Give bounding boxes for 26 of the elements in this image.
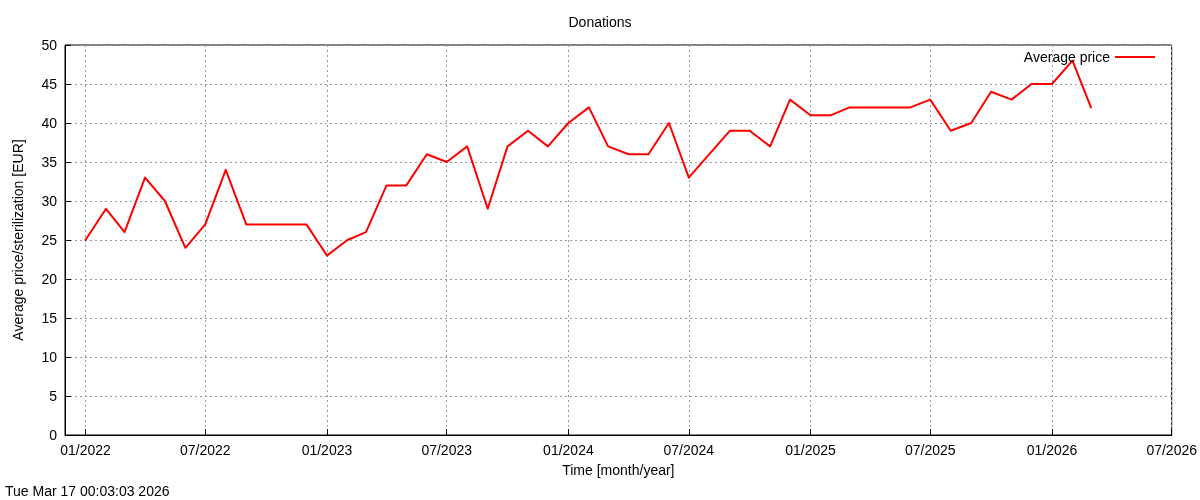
x-tick-label: 01/2026 — [1026, 442, 1078, 458]
text: Tue Mar 17 00:03:03 2026 — [5, 483, 170, 499]
x-tick-label: 07/2026 — [1146, 442, 1198, 458]
y-tick-label: 15 — [41, 310, 58, 326]
x-tick-label: 01/2025 — [785, 442, 837, 458]
y-tick-label: 20 — [41, 271, 58, 287]
y-tick-label: 40 — [41, 115, 58, 131]
x-tick-label: 07/2024 — [663, 442, 715, 458]
x-tick-label: 07/2025 — [904, 442, 956, 458]
y-tick-label: 25 — [41, 232, 58, 248]
x-tick-label: 07/2023 — [421, 442, 473, 458]
y-tick-label: 35 — [41, 154, 58, 170]
x-tick-label: 07/2022 — [179, 442, 231, 458]
x-tick-label: 01/2024 — [543, 442, 594, 458]
x-tick-label: 01/2023 — [301, 442, 353, 458]
y-tick-label: 10 — [41, 349, 58, 365]
y-tick-label: 30 — [41, 193, 58, 209]
y-axis-title: Average price/sterilization [EUR] — [10, 139, 26, 341]
x-axis-title: Time [month/year] — [562, 462, 675, 478]
chart-title: Donations — [568, 14, 632, 30]
legend-label: Average price — [1023, 49, 1111, 65]
y-tick-label: 50 — [41, 37, 58, 53]
y-tick-label: 0 — [49, 427, 58, 443]
y-tick-label: 45 — [41, 76, 58, 92]
y-tick-label: 5 — [49, 388, 58, 404]
x-tick-label: 01/2022 — [60, 442, 112, 458]
